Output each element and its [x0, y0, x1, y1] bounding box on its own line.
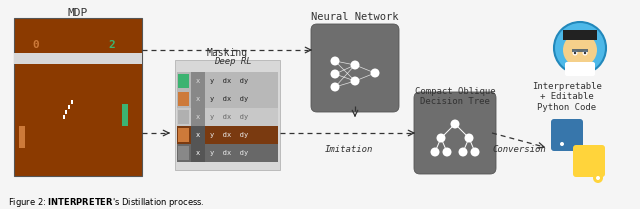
- Text: y  dx  dy: y dx dy: [210, 96, 248, 102]
- Circle shape: [431, 148, 440, 157]
- Circle shape: [574, 52, 576, 54]
- Circle shape: [593, 173, 603, 183]
- Bar: [68, 105, 70, 109]
- Circle shape: [582, 51, 588, 56]
- Bar: [178, 128, 189, 142]
- Bar: [191, 72, 205, 90]
- Text: Compact Oblique
Decision Tree: Compact Oblique Decision Tree: [415, 87, 495, 106]
- Circle shape: [330, 83, 339, 92]
- FancyBboxPatch shape: [311, 24, 399, 112]
- Text: 0: 0: [33, 40, 40, 50]
- Text: Imitation: Imitation: [325, 145, 373, 154]
- Circle shape: [330, 56, 339, 65]
- Text: x: x: [196, 96, 200, 102]
- Text: Conversion: Conversion: [492, 145, 546, 154]
- Bar: [14, 18, 142, 176]
- Bar: [14, 53, 142, 64]
- Circle shape: [351, 60, 360, 70]
- Text: x: x: [196, 150, 200, 156]
- Text: Neural Network: Neural Network: [311, 12, 399, 22]
- Text: Masking: Masking: [207, 48, 248, 58]
- Circle shape: [563, 33, 597, 67]
- FancyBboxPatch shape: [414, 92, 496, 174]
- Bar: [177, 72, 278, 90]
- Circle shape: [351, 76, 360, 85]
- Text: MDP: MDP: [68, 8, 88, 18]
- Circle shape: [371, 69, 380, 78]
- Circle shape: [330, 70, 339, 79]
- Bar: [177, 90, 278, 108]
- FancyBboxPatch shape: [573, 145, 605, 177]
- Bar: [178, 146, 189, 160]
- Circle shape: [451, 120, 460, 129]
- Bar: [65, 110, 67, 114]
- Circle shape: [596, 176, 600, 180]
- Text: x: x: [196, 132, 200, 138]
- Bar: [191, 126, 205, 144]
- Text: y  dx  dy: y dx dy: [210, 114, 248, 120]
- Circle shape: [465, 134, 474, 143]
- Bar: [177, 108, 278, 126]
- Circle shape: [560, 142, 564, 146]
- Text: y  dx  dy: y dx dy: [210, 78, 248, 84]
- Bar: [177, 144, 278, 162]
- Circle shape: [554, 22, 606, 74]
- Bar: [572, 49, 588, 52]
- Bar: [177, 126, 278, 144]
- FancyBboxPatch shape: [551, 119, 583, 151]
- Circle shape: [442, 148, 451, 157]
- Text: x: x: [196, 114, 200, 120]
- Bar: [63, 115, 65, 119]
- Text: Figure 2: $\bf{INTERPRETER}$'s Distillation process.: Figure 2: $\bf{INTERPRETER}$'s Distillat…: [8, 196, 205, 209]
- FancyBboxPatch shape: [565, 62, 595, 76]
- Text: 2: 2: [109, 40, 115, 50]
- Text: y  dx  dy: y dx dy: [210, 132, 248, 138]
- Bar: [178, 74, 189, 88]
- Circle shape: [573, 51, 577, 56]
- Text: x: x: [196, 78, 200, 84]
- Circle shape: [557, 139, 567, 149]
- Bar: [122, 104, 128, 126]
- Circle shape: [584, 52, 586, 54]
- Bar: [191, 90, 205, 108]
- Bar: [71, 100, 73, 104]
- Bar: [175, 60, 280, 170]
- Bar: [191, 144, 205, 162]
- Circle shape: [458, 148, 467, 157]
- Circle shape: [470, 148, 479, 157]
- Text: y  dx  dy: y dx dy: [210, 150, 248, 156]
- Bar: [178, 110, 189, 124]
- Bar: [563, 30, 597, 40]
- Bar: [178, 92, 189, 106]
- Bar: [19, 126, 25, 148]
- Text: Deep RL: Deep RL: [214, 57, 252, 66]
- Bar: [191, 108, 205, 126]
- Circle shape: [436, 134, 445, 143]
- Text: Interpretable
+ Editable
Python Code: Interpretable + Editable Python Code: [532, 82, 602, 112]
